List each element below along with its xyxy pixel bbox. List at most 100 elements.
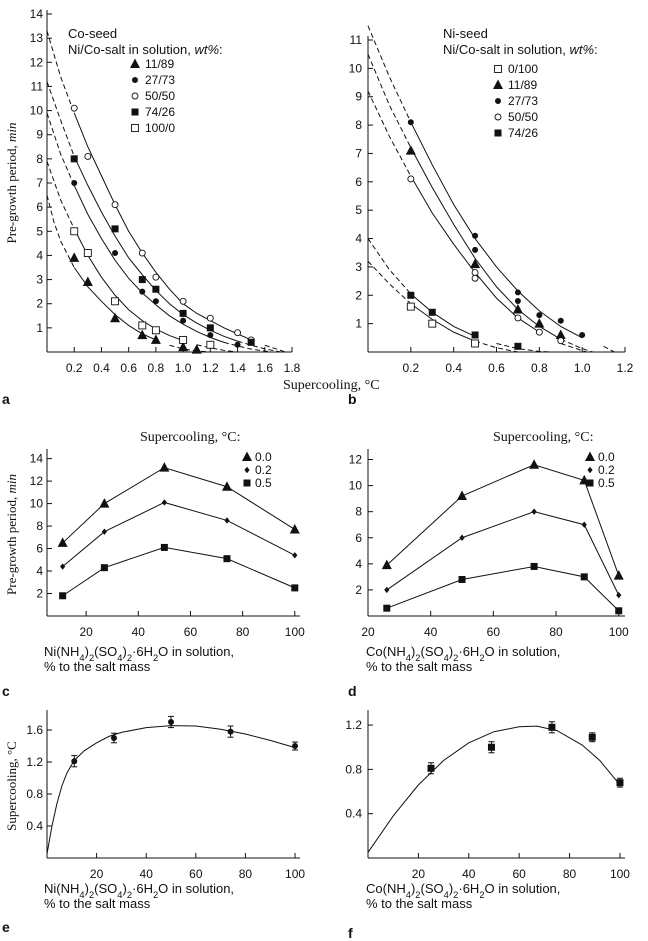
data-point xyxy=(457,490,468,501)
data-point xyxy=(168,719,175,725)
data-point xyxy=(160,543,168,551)
panel-label: c xyxy=(2,683,10,699)
x-axis-label: Ni(NH4)2(SO4)2·6H2O in solution, xyxy=(44,881,234,900)
fit-curve-extrapolated xyxy=(560,338,594,353)
data-point xyxy=(531,508,537,515)
legend-label: 0.2 xyxy=(255,463,272,477)
legend-label: 74/26 xyxy=(145,105,175,119)
data-point xyxy=(137,329,148,340)
legend-marker xyxy=(131,92,139,100)
data-point xyxy=(428,319,437,328)
fit-curve-extrapolated xyxy=(560,343,587,353)
data-point xyxy=(206,324,214,332)
x-tick-label: 20 xyxy=(361,625,375,639)
y-tick-label: 0.4 xyxy=(26,819,43,833)
x-tick-label: 0.2 xyxy=(66,361,83,375)
panel-d: 2 4 6 8 10 12 20 40 60 80 100 d Co(NH4)2(SO4)2·6H2O … xyxy=(348,430,629,699)
data-point xyxy=(472,232,479,239)
data-point xyxy=(407,291,415,299)
legend-marker xyxy=(494,129,502,137)
data-point xyxy=(471,274,479,282)
data-point xyxy=(534,318,545,328)
fit-curve xyxy=(410,303,476,342)
legend-label: 0.0 xyxy=(255,450,272,464)
data-point xyxy=(580,573,588,581)
data-point xyxy=(71,180,78,186)
series-line xyxy=(62,501,296,567)
data-point xyxy=(207,332,214,339)
y-tick-label: 13 xyxy=(30,31,44,45)
panel-f: 0.4 0.8 1.2 20 40 60 80 100 f Co(NH4)2(SO4)2·6H2O… xyxy=(345,710,630,941)
series-27/73 xyxy=(367,25,615,353)
data-point xyxy=(224,517,230,524)
data-point xyxy=(100,564,108,572)
data-point xyxy=(138,321,147,330)
legend-label: 11/89 xyxy=(508,78,537,92)
fit-curve-extrapolated xyxy=(367,90,412,177)
y-tick-label: 4 xyxy=(36,248,43,262)
fit-curve-extrapolated xyxy=(223,341,272,353)
data-point xyxy=(70,155,78,163)
data-point xyxy=(206,314,214,322)
data-point xyxy=(616,779,624,787)
data-point xyxy=(381,559,392,570)
data-point xyxy=(472,246,479,253)
fit-curve-extrapolated xyxy=(46,161,75,230)
x-tick-label: 0.8 xyxy=(148,361,165,375)
y-tick-label: 4 xyxy=(36,564,43,578)
x-tick-label: 80 xyxy=(563,867,577,881)
legend-label: 74/26 xyxy=(508,126,538,140)
y-tick-label: 7 xyxy=(36,176,43,190)
x-axis-label-unit: % to the salt mass xyxy=(366,659,473,674)
panel-label: b xyxy=(348,391,357,407)
series-11/89 xyxy=(46,194,211,354)
legend-label: 50/50 xyxy=(508,110,538,124)
data-point xyxy=(84,152,92,160)
fit-curve-extrapolated xyxy=(196,344,238,353)
data-point xyxy=(292,552,298,559)
x-tick-label: 1.0 xyxy=(175,361,192,375)
y-tick-label: 14 xyxy=(30,7,44,21)
data-point xyxy=(110,735,117,741)
y-tick-label: 5 xyxy=(36,224,43,238)
y-tick-label: 1.6 xyxy=(26,723,43,737)
legend-marker xyxy=(585,451,595,461)
y-tick-label: 3 xyxy=(36,273,43,287)
data-point xyxy=(579,331,586,338)
x-tick-label: 40 xyxy=(132,625,146,639)
x-tick-label: 0.8 xyxy=(531,361,548,375)
y-tick-label: 1.2 xyxy=(26,755,43,769)
series-0.5 xyxy=(383,562,623,615)
x-tick-label: 0.4 xyxy=(445,361,462,375)
y-tick-label: 8 xyxy=(36,152,43,166)
fit-curve xyxy=(410,122,583,339)
fit-curve-extrapolated xyxy=(367,25,412,123)
y-tick-label: 9 xyxy=(36,128,43,142)
data-point xyxy=(514,297,521,304)
legend-marker xyxy=(586,479,594,487)
data-point xyxy=(83,249,92,257)
data-point xyxy=(57,537,68,547)
series-50/50 xyxy=(46,30,286,353)
fit-curve-extrapolated xyxy=(46,30,75,114)
y-tick-label: 10 xyxy=(30,104,44,118)
series-0.2 xyxy=(384,508,622,599)
x-axis-label: Co(NH4)2(SO4)2·6H2O in solution, xyxy=(366,644,560,663)
data-point xyxy=(234,341,241,348)
series-100/0 xyxy=(46,161,238,353)
data-point xyxy=(223,555,231,563)
x-tick-label: 1.2 xyxy=(202,361,219,375)
series-27/73 xyxy=(46,112,272,353)
series-line xyxy=(386,565,620,612)
y-tick-label: 0.8 xyxy=(26,787,43,801)
data-point xyxy=(247,338,255,346)
x-tick-label: 60 xyxy=(189,867,203,881)
fit-curve-extrapolated xyxy=(46,81,75,157)
data-point xyxy=(289,523,300,534)
x-tick-label: 0.4 xyxy=(93,361,110,375)
x-tick-label: 100 xyxy=(285,867,305,881)
y-tick-label: 4 xyxy=(355,557,362,571)
legend-label: 0.5 xyxy=(598,476,615,490)
data-point xyxy=(152,298,159,305)
legend-title: Ni-seed xyxy=(443,26,488,41)
